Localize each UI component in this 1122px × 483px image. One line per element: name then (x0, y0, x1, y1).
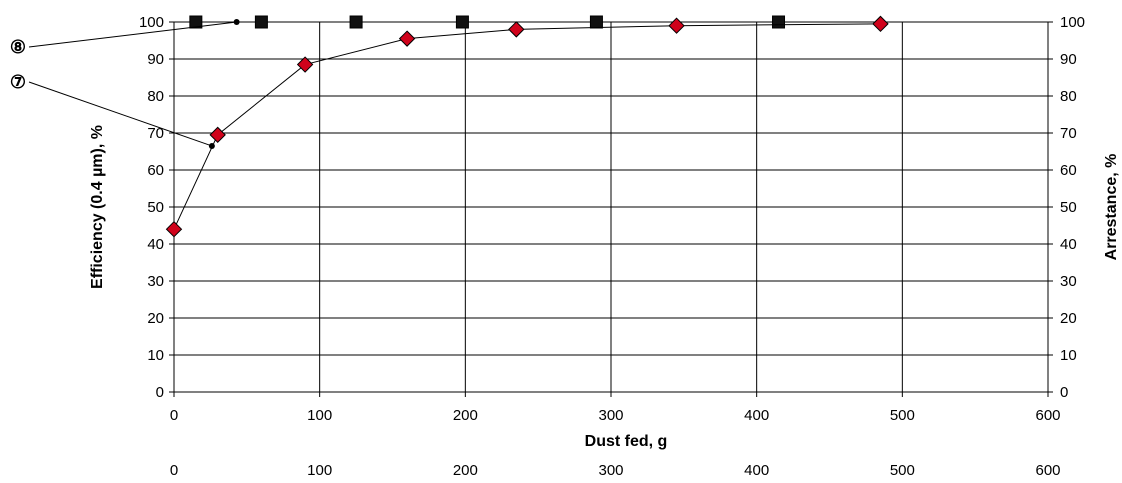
x-tick-label: 100 (307, 407, 332, 424)
x-tick-label: 600 (1035, 407, 1060, 424)
y-left-tick-label: 0 (156, 384, 164, 401)
square-marker (254, 15, 268, 29)
square-marker (189, 15, 203, 29)
y-right-tick-label: 10 (1060, 347, 1077, 364)
square-marker (772, 15, 786, 29)
grid (173, 21, 1049, 393)
callout-dot (208, 142, 215, 149)
diamond-marker (668, 17, 685, 34)
square-marker (589, 15, 603, 29)
square-marker (349, 15, 363, 29)
diamond-marker (209, 126, 226, 144)
y-right-tick-label: 20 (1060, 310, 1077, 327)
y-left-tick-label: 70 (147, 125, 164, 142)
y-right-tick-label: 80 (1060, 88, 1077, 105)
y-left-tick-label: 30 (147, 273, 164, 290)
callout-label: ⑧ (10, 37, 26, 57)
y-right-tick-label: 0 (1060, 384, 1068, 401)
x-secondary-tick-label: 400 (744, 462, 769, 479)
x-tick-label: 500 (890, 407, 915, 424)
x-tick-label: 300 (598, 407, 623, 424)
x-secondary-tick-label: 300 (598, 462, 623, 479)
y-left-tick-label: 20 (147, 310, 164, 327)
x-secondary-tick-label: 600 (1035, 462, 1060, 479)
diamond-marker (508, 21, 525, 38)
series-diamond-line (173, 23, 881, 230)
x-tick-label: 400 (744, 407, 769, 424)
y-left-tick-label: 60 (147, 162, 164, 179)
y-right-tick-label: 50 (1060, 199, 1077, 216)
diamond-marker (165, 220, 183, 238)
y-axis-right-title: Arrestance, % (1103, 154, 1120, 261)
y-left-tick-label: 100 (139, 14, 164, 31)
y-right-tick-label: 40 (1060, 236, 1077, 253)
x-secondary-tick-label: 500 (890, 462, 915, 479)
callout-leader (28, 21, 237, 48)
y-right-tick-label: 90 (1060, 51, 1077, 68)
y-axis-left-title: Efficiency (0.4 µm), % (89, 125, 106, 289)
x-secondary-tick-label: 100 (307, 462, 332, 479)
square-marker (455, 15, 469, 29)
y-left-tick-label: 80 (147, 88, 164, 105)
x-axis-title: Dust fed, g (585, 433, 668, 450)
x-tick-label: 0 (170, 407, 178, 424)
callout-leader (28, 81, 213, 147)
x-secondary-tick-label: 0 (170, 462, 178, 479)
callout-dot (233, 19, 240, 25)
diamond-marker (398, 30, 416, 47)
y-right-tick-label: 60 (1060, 162, 1077, 179)
y-right-tick-label: 100 (1060, 14, 1085, 31)
diamond-marker (872, 15, 889, 33)
x-tick-label: 200 (453, 407, 478, 424)
y-right-tick-label: 30 (1060, 273, 1077, 290)
annotations: ⑧⑦ (10, 19, 240, 149)
tick-labels: 0 10 20 30 40 50 60 70 80 90 100 0 10 20 30 40 50 60 70 80 9… (139, 14, 1085, 479)
y-left-tick-label: 10 (147, 347, 164, 364)
y-right-tick-label: 70 (1060, 125, 1077, 142)
y-left-tick-label: 50 (147, 199, 164, 216)
y-left-tick-label: 40 (147, 236, 164, 253)
series-layer (165, 15, 889, 238)
diamond-marker (296, 56, 314, 73)
y-left-tick-label: 90 (147, 51, 164, 68)
callout-label: ⑦ (10, 72, 26, 92)
x-secondary-tick-label: 200 (453, 462, 478, 479)
